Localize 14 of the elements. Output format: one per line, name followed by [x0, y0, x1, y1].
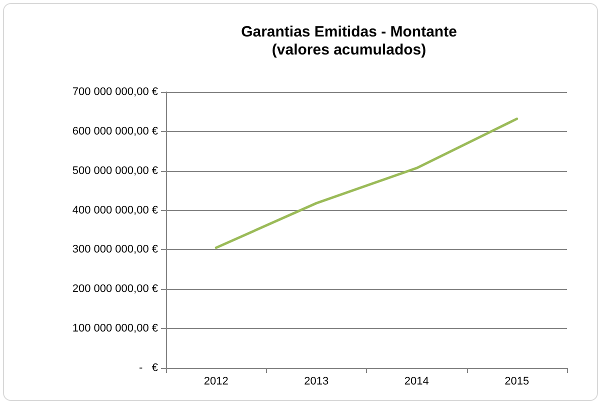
- x-tick-label: 2012: [204, 376, 228, 388]
- y-tick-label: 300 000 000,00 €: [72, 244, 158, 256]
- line-series: [214, 118, 518, 249]
- y-tick-label: - €: [139, 362, 158, 374]
- x-tick-label: 2014: [404, 376, 429, 388]
- y-tick-label: 400 000 000,00 €: [72, 204, 158, 216]
- x-tick-label: 2013: [304, 376, 329, 388]
- y-tick-label: 200 000 000,00 €: [72, 283, 158, 296]
- y-tick-label: 600 000 000,00 €: [72, 125, 158, 138]
- chart-title: Garantias Emitidas - Montante (valores acumulados): [241, 24, 457, 58]
- x-tick-label: 2015: [504, 376, 530, 388]
- y-tick-label: 700 000 000,00 €: [72, 86, 158, 98]
- y-tick-label: 100 000 000,00 €: [72, 322, 158, 335]
- y-tick-label: 500 000 000,00 €: [72, 164, 158, 177]
